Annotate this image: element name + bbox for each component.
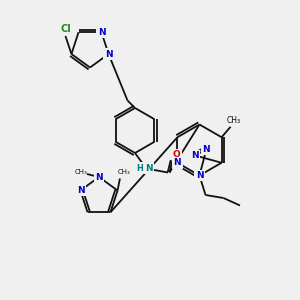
Text: Cl: Cl bbox=[60, 23, 71, 34]
Text: N: N bbox=[145, 164, 152, 172]
Text: CH₃: CH₃ bbox=[226, 116, 241, 125]
Text: N: N bbox=[202, 145, 210, 154]
Text: N: N bbox=[95, 172, 103, 182]
Text: H: H bbox=[136, 164, 143, 172]
Text: CH₃: CH₃ bbox=[75, 169, 87, 175]
Text: N: N bbox=[98, 28, 105, 37]
Text: N: N bbox=[105, 50, 112, 58]
Text: N: N bbox=[196, 171, 203, 180]
Text: N: N bbox=[76, 186, 84, 195]
Text: N: N bbox=[191, 151, 199, 160]
Text: CH₃: CH₃ bbox=[117, 169, 130, 175]
Text: O: O bbox=[172, 150, 180, 159]
Text: N: N bbox=[174, 158, 181, 167]
